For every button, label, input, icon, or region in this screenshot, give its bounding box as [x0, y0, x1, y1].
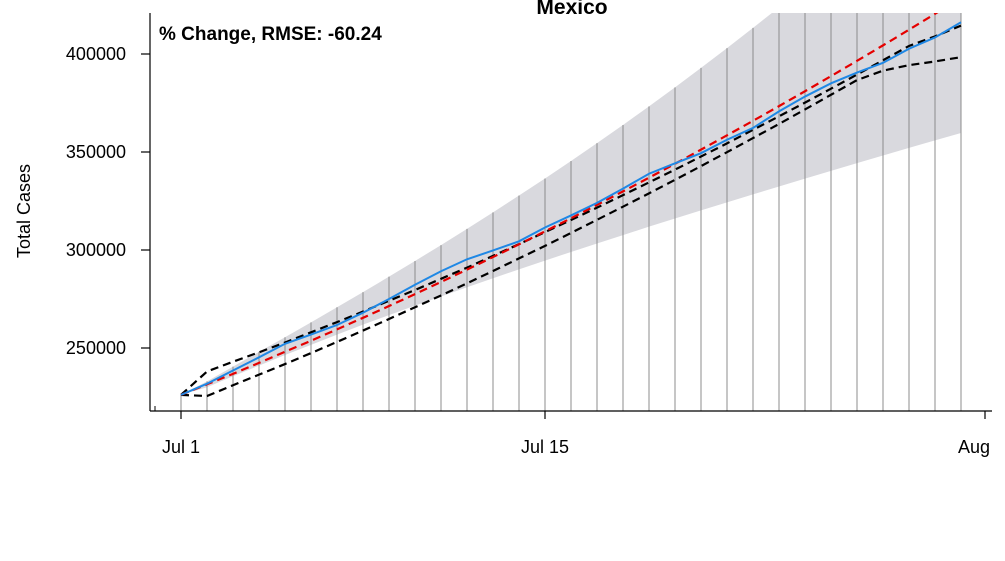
rmse-annotation: % Change, RMSE: -60.24	[159, 24, 382, 45]
observed-cases-line	[180, 21, 962, 396]
y-axis-ticks: 250000 300000 350000 400000	[66, 44, 150, 358]
chart-title: Mexico	[536, 0, 607, 19]
forecast-lower-line	[180, 56, 962, 398]
day-gridlines	[180, 13, 962, 411]
y-tick-label: 400000	[66, 44, 126, 64]
plot-area	[180, 13, 962, 411]
y-tick-label: 350000	[66, 142, 126, 162]
x-tick-label: Aug	[958, 437, 990, 457]
series-lines	[180, 13, 962, 398]
forecast-upper-line	[180, 24, 962, 396]
y-axis-title: Total Cases	[14, 164, 34, 258]
x-tick-label: Jul 15	[521, 437, 569, 457]
y-tick-label: 250000	[66, 338, 126, 358]
x-tick-label: Jul 1	[162, 437, 200, 457]
y-tick-label: 300000	[66, 240, 126, 260]
x-axis-ticks: Jul 1 Jul 15 Aug	[154, 406, 990, 457]
